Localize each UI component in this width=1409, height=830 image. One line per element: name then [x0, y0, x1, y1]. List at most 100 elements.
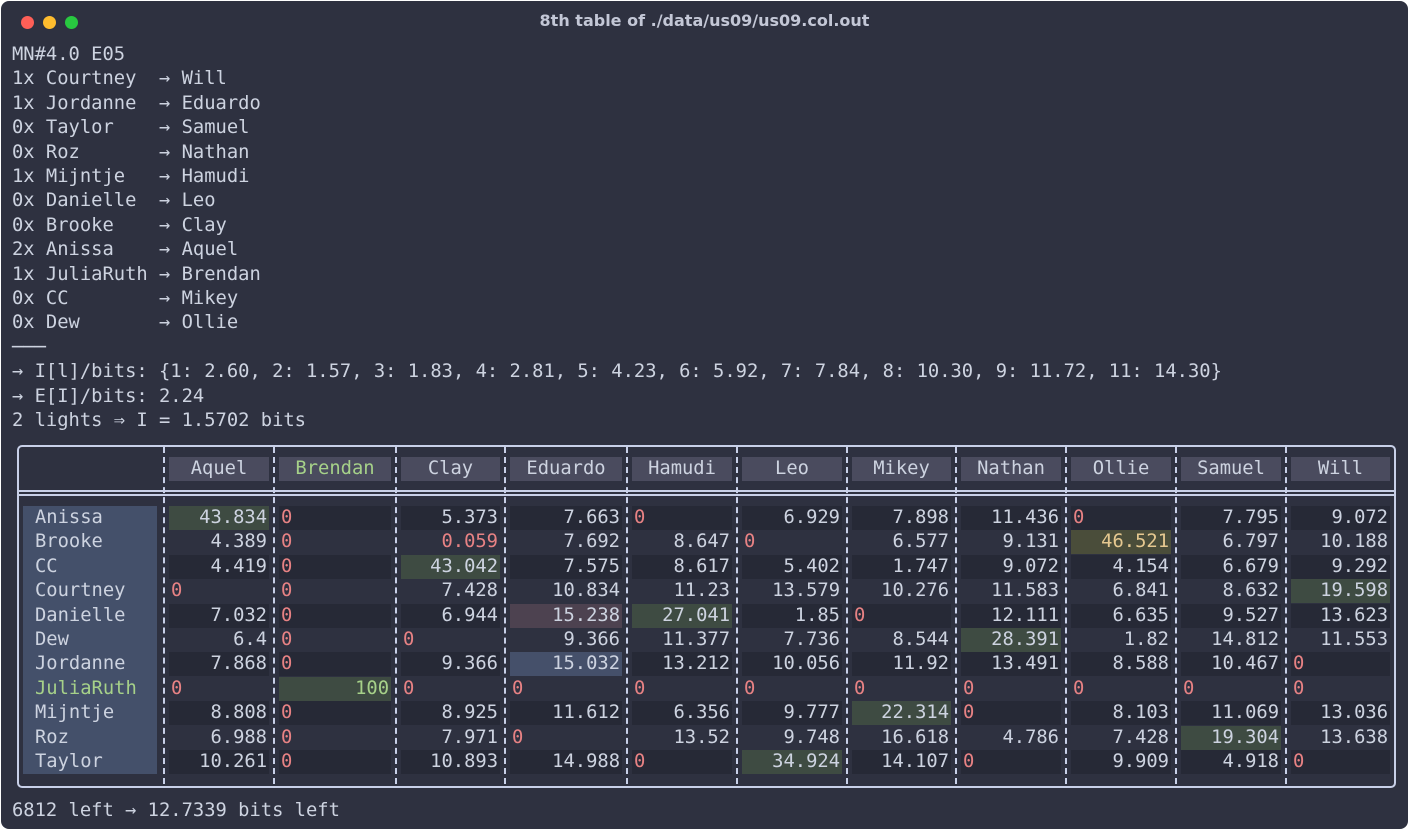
text-line: 1x Mijntje → Hamudi — [12, 166, 250, 187]
table-cell: 11.553 — [1320, 629, 1388, 650]
table-cell: 6.929 — [742, 506, 842, 530]
text-line: 1x Jordanne → Eduardo — [12, 92, 261, 114]
table-cell: 4.918 — [1181, 750, 1281, 774]
table-cell: 0 — [961, 750, 1061, 774]
table-cell: 8.617 — [632, 554, 732, 579]
table-cell: 9.527 — [1181, 603, 1281, 628]
table-cell: 9.366 — [563, 629, 620, 650]
column-header: Ollie — [1071, 457, 1171, 481]
table-cell: 9.748 — [783, 726, 840, 748]
footer-line: 6812 left → 12.7339 bits left — [12, 800, 340, 821]
column-divider — [1285, 447, 1287, 784]
table-cell: 0 — [1071, 506, 1171, 530]
table-cell: 0 — [279, 506, 391, 530]
column-divider — [955, 447, 957, 784]
table-cell: 8.808 — [169, 701, 269, 726]
table-cell: 10.893 — [401, 750, 500, 774]
column-header: Eduardo — [510, 457, 622, 481]
table-cell: 14.107 — [852, 750, 951, 774]
text-line: 0x Brooke → Clay — [12, 214, 227, 236]
table-cell: 8.647 — [673, 531, 730, 553]
table-cell: 6.635 — [1071, 603, 1171, 628]
row-header: Courtney — [35, 580, 126, 602]
table-cell: 13.579 — [772, 580, 840, 602]
window-title: 8th table of ./data/us09/us09.col.out — [539, 11, 870, 30]
text-line: 0x Roz → Nathan — [12, 141, 250, 163]
table-cell: 12.111 — [961, 603, 1061, 628]
table-cell: 10.834 — [552, 580, 620, 602]
table-cell: 0 — [744, 677, 756, 699]
table-cell: 9.292 — [1291, 554, 1390, 579]
table-cell: 11.92 — [852, 652, 951, 677]
column-header: Aquel — [169, 457, 269, 481]
table-cell: 9.777 — [742, 701, 842, 726]
table-cell: 13.212 — [632, 652, 732, 677]
table-cell: 0 — [279, 750, 391, 774]
table-cell: 14.812 — [1211, 629, 1279, 650]
table-cell: 8.925 — [401, 701, 500, 726]
table-cell: 27.041 — [632, 603, 732, 628]
column-divider — [736, 447, 738, 784]
table-cell: 6.944 — [401, 603, 500, 628]
table-cell: 6.797 — [1222, 531, 1279, 553]
table-cell: 19.598 — [1291, 579, 1390, 604]
table-cell: 0 — [171, 677, 183, 699]
table-cell: 0 — [403, 629, 415, 650]
table-cell: 0 — [632, 506, 732, 530]
row-header: JuliaRuth — [35, 677, 137, 699]
table-cell: 6.4 — [233, 629, 267, 650]
table-cell: 9.909 — [1071, 750, 1171, 774]
table-cell: 0 — [1073, 677, 1085, 699]
row-header: Dew — [35, 629, 69, 650]
text-line: 1x JuliaRuth → Brendan — [12, 263, 261, 285]
table-cell: 6.577 — [892, 531, 949, 553]
table-cell: 8.632 — [1222, 580, 1279, 602]
table-cell: 0 — [512, 677, 524, 699]
row-name-column — [23, 506, 157, 774]
table-cell: 6.841 — [1112, 580, 1169, 602]
table-cell: 5.402 — [742, 554, 842, 579]
text-line: 0x Taylor → Samuel — [12, 117, 250, 139]
row-header: Roz — [35, 726, 69, 748]
minimize-button[interactable] — [43, 16, 56, 29]
table-frame — [17, 445, 1396, 788]
table-cell: 0 — [281, 726, 293, 748]
table-cell: 11.583 — [991, 580, 1059, 602]
table-cell: 13.036 — [1291, 701, 1390, 726]
row-header: Brooke — [35, 531, 103, 553]
row-header: Mijntje — [35, 702, 115, 724]
table-cell: 4.389 — [210, 531, 267, 553]
column-divider — [1065, 447, 1067, 784]
column-divider — [846, 447, 848, 784]
table-cell: 0 — [744, 531, 756, 553]
row-header: Danielle — [35, 604, 126, 626]
table-cell: 46.521 — [1071, 530, 1171, 555]
table-cell: 34.924 — [742, 750, 842, 774]
table-cell: 5.373 — [401, 506, 500, 530]
table-cell: 4.154 — [1071, 554, 1171, 579]
text-line: ─── — [12, 336, 46, 358]
table-cell: 1.747 — [852, 554, 951, 579]
zoom-button[interactable] — [65, 16, 78, 29]
table-cell: 6.988 — [210, 726, 267, 748]
table-cell: 0 — [1291, 652, 1390, 677]
table-cell: 9.131 — [1002, 531, 1059, 553]
table-cell: 43.042 — [401, 554, 500, 579]
table-cell: 9.366 — [401, 652, 500, 677]
table-cell: 4.419 — [169, 554, 269, 579]
row-header: Anissa — [35, 507, 103, 528]
table-cell: 0 — [512, 726, 524, 748]
table-cell: 9.072 — [1291, 506, 1390, 530]
table-cell: 7.736 — [783, 629, 840, 650]
table-cell: 0 — [279, 554, 391, 579]
header-rule — [19, 490, 1394, 496]
table-cell: 0 — [634, 677, 646, 699]
table-cell: 0 — [852, 603, 951, 628]
table-cell: 0 — [281, 531, 293, 553]
table-cell: 11.377 — [662, 629, 730, 650]
table-cell: 6.679 — [1181, 554, 1281, 579]
table-cell: 7.032 — [169, 603, 269, 628]
table-cell: 28.391 — [961, 628, 1061, 652]
table-cell: 11.23 — [673, 580, 730, 602]
close-button[interactable] — [21, 16, 34, 29]
